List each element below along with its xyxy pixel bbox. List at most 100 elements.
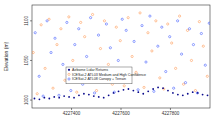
point bbox=[202, 94, 204, 96]
point bbox=[88, 94, 90, 96]
point bbox=[109, 47, 111, 49]
point bbox=[151, 50, 153, 52]
point bbox=[182, 94, 184, 96]
legend-marker bbox=[68, 69, 70, 71]
point bbox=[39, 98, 41, 100]
point bbox=[84, 36, 86, 38]
point bbox=[91, 13, 93, 15]
point bbox=[32, 51, 34, 53]
point bbox=[48, 98, 50, 100]
point bbox=[184, 82, 186, 84]
point bbox=[66, 21, 68, 23]
point bbox=[123, 85, 125, 87]
point bbox=[74, 44, 76, 46]
point bbox=[76, 91, 78, 93]
y-tick bbox=[30, 20, 32, 21]
point bbox=[58, 94, 60, 96]
point bbox=[113, 91, 115, 93]
point bbox=[163, 88, 165, 90]
point bbox=[142, 93, 144, 95]
y-axis-label: Elevation (m) bbox=[3, 41, 9, 71]
y-tick bbox=[30, 60, 32, 61]
point bbox=[34, 98, 36, 100]
point bbox=[48, 18, 50, 20]
y-tick-label: 1050 bbox=[24, 55, 29, 66]
point bbox=[167, 23, 169, 25]
point bbox=[128, 88, 130, 90]
point bbox=[68, 16, 70, 18]
plot-area bbox=[32, 12, 210, 100]
x-tick-label: 4227800 bbox=[162, 111, 180, 116]
point bbox=[165, 70, 167, 72]
point bbox=[171, 42, 173, 44]
point bbox=[190, 59, 192, 61]
point bbox=[186, 29, 188, 31]
point bbox=[98, 96, 100, 98]
point bbox=[54, 37, 56, 39]
point bbox=[131, 55, 133, 57]
point bbox=[152, 88, 154, 90]
y-tick bbox=[30, 100, 32, 101]
point bbox=[44, 67, 46, 69]
plot-frame bbox=[32, 5, 210, 108]
legend-marker bbox=[68, 73, 70, 75]
point bbox=[177, 94, 179, 96]
point bbox=[147, 32, 149, 34]
point bbox=[53, 96, 55, 98]
point bbox=[68, 96, 70, 98]
chart: 100010501100422740042276004227800Elevati… bbox=[0, 0, 215, 120]
point bbox=[196, 92, 198, 94]
point bbox=[192, 91, 194, 93]
point bbox=[141, 25, 143, 27]
point bbox=[139, 12, 141, 14]
point bbox=[119, 40, 121, 42]
x-tick bbox=[121, 108, 122, 110]
point bbox=[83, 93, 85, 95]
point bbox=[42, 95, 44, 97]
point bbox=[34, 32, 36, 34]
point bbox=[206, 75, 208, 77]
point bbox=[133, 40, 135, 42]
point bbox=[73, 97, 75, 99]
point bbox=[50, 51, 52, 53]
point bbox=[167, 90, 169, 92]
point bbox=[182, 83, 184, 85]
x-tick-label: 4227400 bbox=[63, 111, 81, 116]
point bbox=[172, 92, 174, 94]
point bbox=[115, 26, 117, 28]
legend-label: ICESat-2 ATL03 Medium and High Confidenc… bbox=[72, 73, 146, 77]
point bbox=[204, 64, 206, 66]
point bbox=[147, 90, 149, 92]
point bbox=[153, 90, 155, 92]
point bbox=[63, 95, 65, 97]
legend-label: Airborne Lidar Returns bbox=[72, 68, 108, 72]
point bbox=[169, 36, 171, 38]
x-tick bbox=[170, 108, 171, 110]
point bbox=[159, 77, 161, 79]
point bbox=[175, 67, 177, 69]
point bbox=[155, 20, 157, 22]
point bbox=[192, 44, 194, 46]
point bbox=[178, 15, 180, 17]
point bbox=[60, 28, 62, 30]
point bbox=[58, 97, 60, 99]
point bbox=[105, 23, 107, 25]
point bbox=[80, 21, 82, 23]
point bbox=[52, 87, 54, 89]
point bbox=[121, 18, 123, 20]
point bbox=[177, 20, 179, 22]
point bbox=[162, 87, 164, 89]
point bbox=[123, 89, 125, 91]
point bbox=[38, 75, 40, 77]
point bbox=[161, 26, 163, 28]
point bbox=[107, 63, 109, 65]
point bbox=[89, 17, 91, 19]
point bbox=[207, 94, 209, 96]
point bbox=[72, 59, 74, 61]
point bbox=[70, 89, 72, 91]
point bbox=[137, 91, 139, 93]
point bbox=[173, 87, 175, 89]
legend-label: ICESat-2 ATL08 Canopy + Terrain bbox=[72, 77, 126, 81]
point bbox=[194, 89, 196, 91]
point bbox=[64, 79, 66, 81]
